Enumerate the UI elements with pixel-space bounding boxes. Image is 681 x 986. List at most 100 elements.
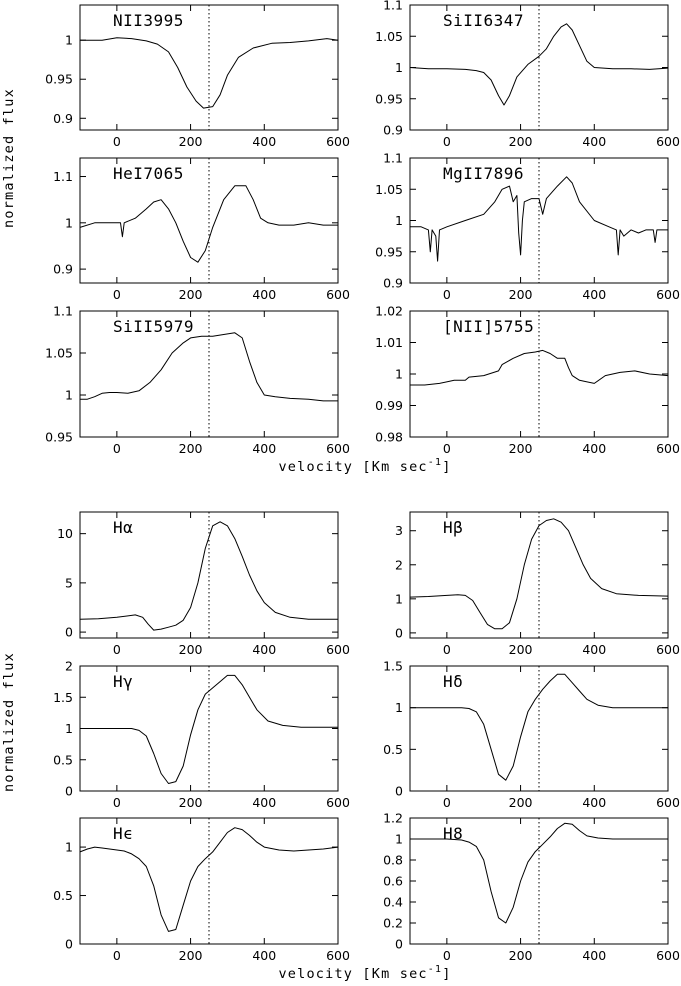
bottom-y-axis-label: normalized flux	[1, 652, 17, 792]
panel-title: Hϵ	[113, 824, 133, 843]
y-tick-label: 1.1	[383, 0, 403, 13]
y-tick-label: 1.05	[375, 182, 403, 197]
plot-frame	[79, 4, 339, 131]
y-tick-label: 1	[395, 367, 403, 382]
x-tick-label: 600	[656, 441, 680, 456]
plot-frame	[409, 817, 669, 945]
panel-title: Hα	[113, 518, 133, 537]
y-tick-label: 1.1	[53, 304, 73, 319]
spectrum-line	[409, 518, 669, 630]
top-x-axis-label: velocity [Km sec-1]	[278, 457, 451, 475]
panel-10: 0 200 400 600 0 0.5 1 1.5 Hδ	[383, 659, 680, 811]
y-tick-label: 1.02	[375, 304, 403, 319]
x-tick-label: 600	[326, 134, 350, 149]
x-tick-label: 200	[179, 948, 203, 963]
x-tick-label: 400	[582, 134, 606, 149]
x-tick-label: 0	[113, 642, 121, 657]
x-tick-label: 0	[113, 134, 121, 149]
y-tick-label: 2	[395, 557, 403, 572]
x-tick-label: 0	[443, 134, 451, 149]
x-tick-label: 0	[443, 795, 451, 810]
y-tick-label: 0.95	[45, 430, 73, 445]
spectrum-line	[410, 176, 668, 262]
plot-frame	[409, 310, 669, 438]
x-tick-label: 600	[656, 948, 680, 963]
x-tick-label: 400	[252, 642, 276, 657]
x-tick-label: 0	[443, 441, 451, 456]
spectrum-line	[410, 822, 668, 924]
panel-4: 0 200 400 600 0.9 0.95 1 1.05 1.1 MgII7896	[375, 151, 680, 303]
x-tick-label: 400	[582, 441, 606, 456]
y-tick-label: 0.4	[383, 895, 403, 910]
x-tick-label: 0	[443, 948, 451, 963]
x-tick-label: 400	[582, 795, 606, 810]
y-tick-label: 2	[65, 659, 73, 674]
panel-1: 0 200 400 600 0.9 0.95 1 NII3995	[45, 4, 350, 149]
spectrum-line	[80, 674, 338, 784]
y-tick-label: 0.6	[383, 874, 403, 889]
x-tick-label: 600	[326, 287, 350, 302]
spectrum-line	[409, 23, 669, 106]
x-tick-label: 600	[656, 287, 680, 302]
y-tick-label: 0.95	[45, 72, 73, 87]
y-tick-label: 0.5	[53, 752, 73, 767]
x-tick-label: 600	[326, 795, 350, 810]
panel-6: 0 200 400 600 0.98 0.99 1 1.01 1.02 [NII]5755	[375, 304, 680, 457]
y-tick-label: 1	[65, 840, 73, 855]
x-tick-label: 200	[179, 287, 203, 302]
y-tick-label: 1.5	[53, 690, 73, 705]
panel-title: SiII6347	[443, 11, 524, 30]
panel-title: SiII5979	[113, 317, 194, 336]
y-tick-label: 1.01	[375, 335, 403, 350]
plot-frame	[79, 817, 339, 945]
x-tick-label: 600	[326, 642, 350, 657]
plot-frame	[79, 157, 339, 284]
y-tick-label: 1	[395, 832, 403, 847]
y-tick-label: 1	[395, 700, 403, 715]
panel-9: 0 200 400 600 0 0.5 1 1.5 2 Hγ	[53, 659, 350, 811]
plot-frame	[409, 157, 669, 284]
y-tick-label: 1.1	[383, 151, 403, 166]
panel-12: 0 200 400 600 0 0.2 0.4 0.6 0.8 1 1.2 H8	[383, 811, 680, 964]
spectrum-line	[80, 37, 339, 109]
x-tick-label: 0	[113, 795, 121, 810]
y-tick-label: 0.98	[375, 430, 403, 445]
y-tick-label: 0.9	[53, 262, 73, 277]
bottom-x-axis-label: velocity [Km sec-1]	[278, 964, 451, 982]
y-tick-label: 0	[395, 937, 403, 952]
plot-frame	[409, 665, 669, 792]
panel-8: 0 200 400 600 0 1 2 3 Hβ	[395, 511, 680, 657]
x-tick-label: 400	[582, 948, 606, 963]
panel-title: MgII7896	[443, 164, 524, 183]
panel-title: Hβ	[443, 518, 463, 537]
y-tick-label: 10	[57, 526, 73, 541]
y-tick-label: 0.8	[383, 853, 403, 868]
x-tick-label: 0	[113, 441, 121, 456]
y-tick-label: 0	[65, 625, 73, 640]
panel-5: 0 200 400 600 0.95 1 1.05 1.1 SiII5979	[45, 304, 350, 457]
top-y-axis-label: normalized flux	[1, 88, 17, 228]
spectrum-line	[80, 332, 338, 402]
spectrum-line	[79, 521, 338, 631]
spectrum-line	[79, 185, 338, 263]
y-tick-label: 5	[65, 575, 73, 590]
y-tick-label: 0	[395, 784, 403, 799]
plot-frame	[409, 511, 669, 639]
plot-frame	[409, 4, 669, 131]
y-tick-label: 0.2	[383, 916, 403, 931]
plot-frame	[79, 511, 339, 639]
spectrum-line	[410, 349, 669, 386]
y-tick-label: 0.9	[53, 111, 73, 126]
x-tick-label: 0	[113, 287, 121, 302]
y-tick-label: 1.2	[383, 811, 403, 826]
x-tick-label: 200	[179, 795, 203, 810]
x-tick-label: 600	[326, 948, 350, 963]
y-tick-label: 1	[65, 215, 73, 230]
x-tick-label: 0	[443, 642, 451, 657]
panel-title: Hγ	[113, 672, 133, 691]
y-tick-label: 1	[395, 591, 403, 606]
y-tick-label: 1.05	[45, 346, 73, 361]
panel-11: 0 200 400 600 0 0.5 1 Hϵ	[53, 817, 350, 963]
x-tick-label: 200	[179, 441, 203, 456]
y-tick-label: 0.99	[375, 398, 403, 413]
